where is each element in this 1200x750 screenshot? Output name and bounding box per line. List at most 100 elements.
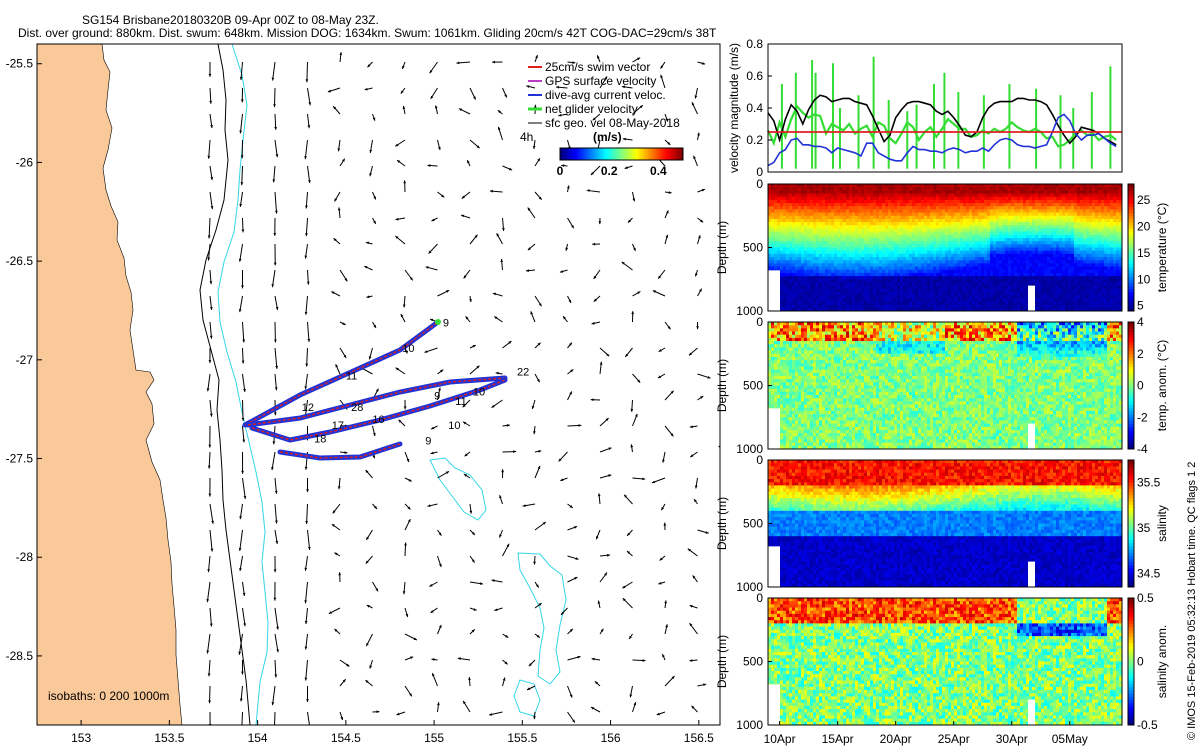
section-cell [828,301,831,305]
section-cell [828,263,831,267]
section-cell [822,200,825,204]
section-cell [783,289,786,293]
section-cell [768,190,771,194]
section-cell [780,244,783,248]
track-day-label: 10 [448,420,460,432]
section-cell [828,286,831,290]
section-cell [819,216,822,220]
section-cell [822,213,825,217]
section-cell [789,200,792,204]
section-cell [798,238,801,242]
section-cell [810,184,813,188]
section-cell [804,282,807,286]
section-cell [792,187,795,191]
section-cell [837,190,840,194]
section-cell [813,216,816,220]
section-cell [810,232,813,236]
section-cell [789,282,792,286]
section-cell [777,244,780,248]
section-cell [837,184,840,188]
section-cell [795,282,798,286]
section-cell [789,273,792,277]
section-cell [828,213,831,217]
section-cell [816,260,819,264]
section-cell [801,222,804,226]
section-cell [822,184,825,188]
section-cell [768,184,771,188]
section-cell [822,286,825,290]
section-cell [768,200,771,204]
section-cell [828,244,831,248]
section-cell [819,187,822,191]
section-cell [771,248,774,252]
section-cell [789,267,792,271]
section-cell [804,257,807,261]
section-cell [831,276,834,280]
section-cell [822,273,825,277]
map-x-tick-label: 153 [71,731,91,745]
section-cell [819,298,822,302]
section-cell [816,219,819,223]
section-cell [828,279,831,283]
map-x-tick-label: 156.5 [684,731,714,745]
section-cell [786,187,789,191]
section-cell [813,298,816,302]
section-cell [807,292,810,296]
section-cell [822,228,825,232]
section-cell [828,203,831,207]
section-cell [822,232,825,236]
section-cell [795,273,798,277]
section-cell [822,270,825,274]
section-cell [828,232,831,236]
section-cell [774,197,777,201]
section-cell [789,305,792,309]
section-cell [795,187,798,191]
section-cell [822,263,825,267]
section-cell [783,206,786,210]
section-cell [831,232,834,236]
section-cell [819,235,822,239]
section-cell [834,298,837,302]
velocity-panel: 00.20.40.60.8 velocity magnitude (m/s) [727,37,1122,179]
section-cell [786,238,789,242]
section-cell [828,238,831,242]
section-cell [786,194,789,198]
section-cell [801,289,804,293]
section-cell [825,251,828,255]
section-cell [816,222,819,226]
section-cell [825,206,828,210]
section-cell [771,219,774,223]
section-cell [819,270,822,274]
section-cell [807,219,810,223]
section-cell [813,282,816,286]
section-cell [780,194,783,198]
section-cell [780,263,783,267]
section-cell [828,197,831,201]
section-cell [825,260,828,264]
section-cell [822,187,825,191]
section-cell [825,289,828,293]
section-cell [816,194,819,198]
section-cell [804,232,807,236]
section-cell [798,225,801,229]
section-cell [807,206,810,210]
section-cell [783,200,786,204]
section-cell [768,219,771,223]
track-day-label: 16 [372,414,384,426]
section-cell [783,257,786,261]
section-cell [816,298,819,302]
section-cell [789,190,792,194]
section-cell [825,254,828,258]
section-cell [789,232,792,236]
section-cell [780,203,783,207]
section-cell [783,222,786,226]
section-cell [792,200,795,204]
section-cell [780,213,783,217]
section-cell [798,222,801,226]
section-cell [804,219,807,223]
section-cell [819,228,822,232]
section-cell [804,203,807,207]
track-day-label: 10 [473,386,485,398]
section-cell [828,187,831,191]
section-cell [834,263,837,267]
